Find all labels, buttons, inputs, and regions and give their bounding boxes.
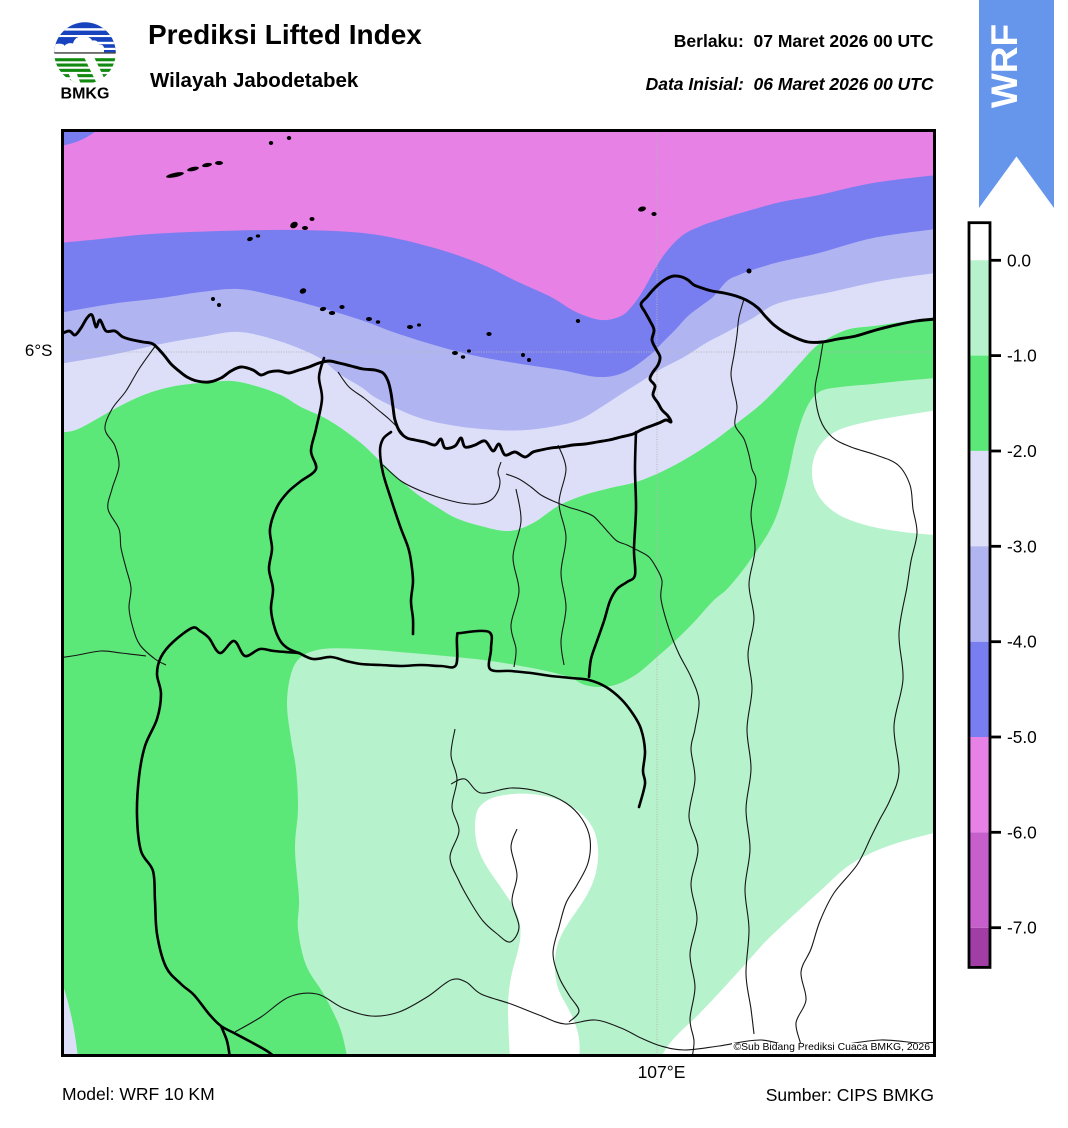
svg-text:-4.0: -4.0 bbox=[1007, 632, 1037, 652]
svg-text:-7.0: -7.0 bbox=[1007, 918, 1037, 938]
svg-text:-1.0: -1.0 bbox=[1007, 346, 1037, 366]
svg-text:-6.0: -6.0 bbox=[1007, 822, 1037, 842]
svg-text:-5.0: -5.0 bbox=[1007, 727, 1037, 747]
svg-text:-2.0: -2.0 bbox=[1007, 441, 1037, 461]
svg-text:BMKG: BMKG bbox=[61, 86, 110, 103]
svg-text:WRF: WRF bbox=[984, 24, 1025, 108]
svg-text:0.0: 0.0 bbox=[1007, 250, 1031, 270]
svg-text:-3.0: -3.0 bbox=[1007, 536, 1037, 556]
